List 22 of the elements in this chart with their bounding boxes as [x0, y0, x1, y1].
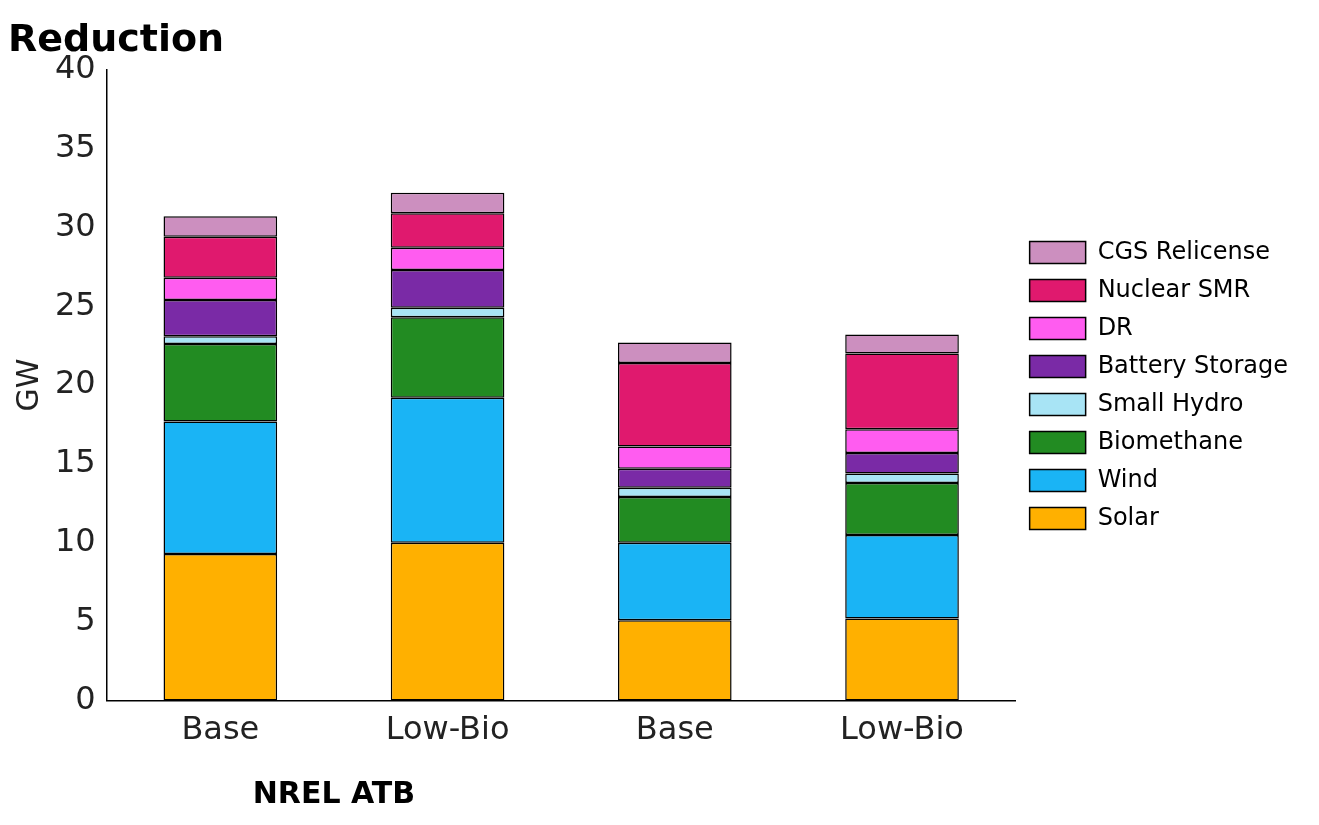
- legend-label: Wind: [1097, 464, 1158, 493]
- legend-label: Nuclear SMR: [1097, 274, 1251, 303]
- x-tick-label: Base: [181, 709, 260, 748]
- y-tick-label: 20: [55, 363, 96, 402]
- y-axis-title: GW: [9, 358, 45, 412]
- y-tick-label: 10: [55, 521, 96, 560]
- legend-label: CGS Relicense: [1097, 236, 1270, 265]
- y-tick-label: 0: [75, 678, 96, 717]
- y-tick-label: 5: [75, 600, 96, 639]
- legend-label: Biomethane: [1097, 426, 1243, 455]
- legend-label: DR: [1097, 312, 1133, 341]
- x-tick-label: Low-Bio: [385, 709, 510, 748]
- y-tick-label: 30: [55, 205, 96, 244]
- text: NREL ATB: [252, 775, 416, 811]
- legend-label: Small Hydro: [1097, 388, 1244, 417]
- legend-label: Solar: [1097, 502, 1159, 531]
- y-tick-label: 25: [55, 284, 96, 323]
- y-tick-label: 15: [55, 442, 96, 481]
- x-tick-label: Low-Bio: [840, 709, 964, 748]
- x-tick-label: Base: [635, 709, 714, 748]
- y-tick-label: 35: [55, 126, 96, 165]
- legend-label: Battery Storage: [1097, 350, 1288, 379]
